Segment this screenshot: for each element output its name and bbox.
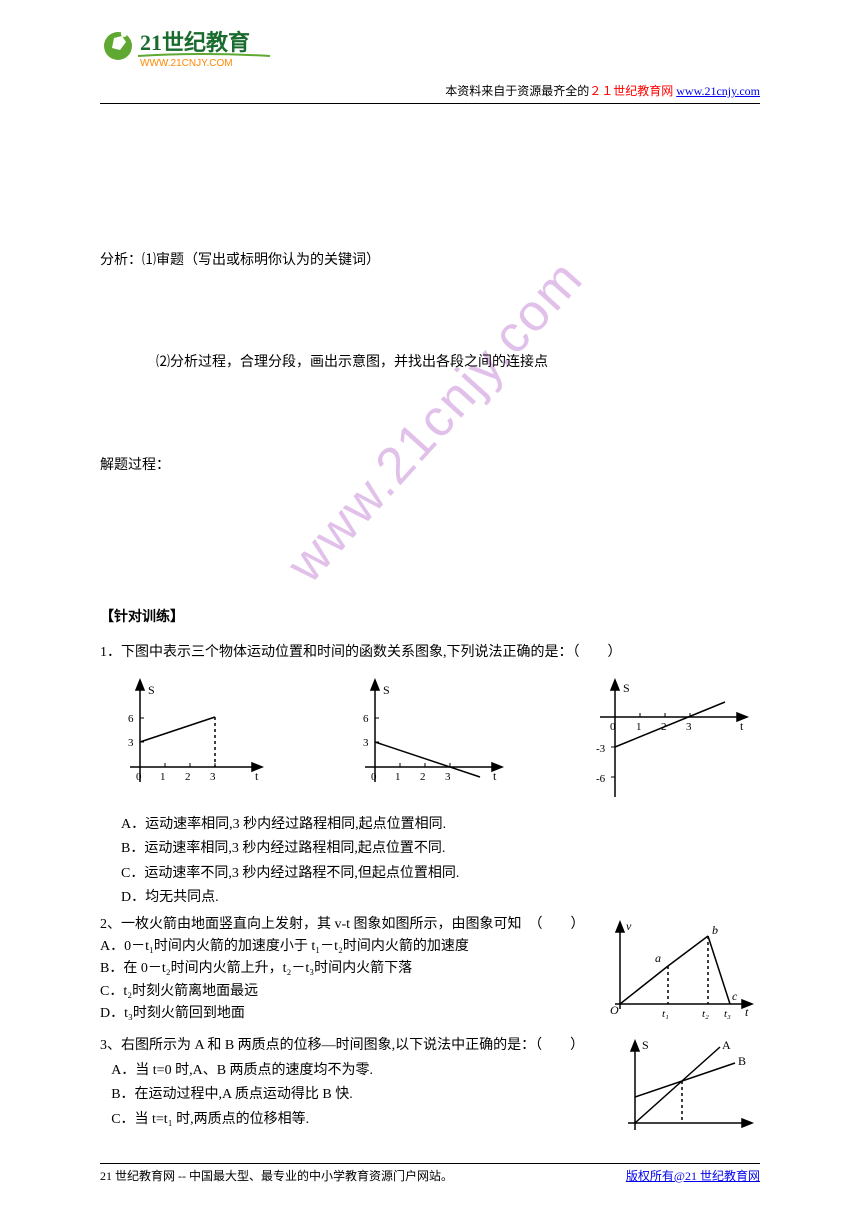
svg-text:t₁: t₁ (662, 1008, 669, 1020)
svg-text:6: 6 (128, 713, 134, 725)
svg-text:t: t (745, 1005, 749, 1019)
q2-option-d: D．t₃时刻火箭回到地面 (100, 1003, 600, 1025)
svg-text:S: S (383, 683, 390, 697)
q1-charts-row: S t 6 3 0 1 2 3 S t 6 3 (100, 672, 760, 812)
process-label: 解题过程： (100, 455, 760, 477)
q1-chart-2: S t 6 3 0 1 2 3 (335, 672, 515, 802)
svg-text:1: 1 (395, 771, 401, 783)
svg-text:c: c (732, 989, 738, 1003)
svg-text:t₂: t₂ (702, 1008, 709, 1020)
svg-text:O: O (610, 1003, 619, 1017)
svg-text:6: 6 (363, 713, 369, 725)
q3-option-b: B．在运动过程中,A 质点运动得比 B 快. (111, 1084, 610, 1106)
q1-option-b: B．运动速率相同,3 秒内经过路程相同,起点位置不同. (121, 838, 760, 860)
q1-chart-1: S t 6 3 0 1 2 3 (100, 672, 280, 802)
svg-text:0: 0 (136, 771, 142, 783)
svg-text:3: 3 (210, 771, 216, 783)
svg-text:S: S (623, 681, 630, 695)
svg-text:2: 2 (185, 771, 191, 783)
q3-option-c: C．当 t=t₁ 时,两质点的位移相等. (111, 1109, 610, 1131)
analysis-step2: ⑵分析过程，合理分段，画出示意图，并找出各段之间的连接点 (100, 352, 760, 374)
q3-stem: 3、右图所示为 A 和 B 两质点的位移—时间图象,以下说法中正确的是：（ ） (100, 1035, 610, 1057)
svg-text:3: 3 (363, 737, 369, 749)
q1-stem: 1．下图中表示三个物体运动位置和时间的函数关系图象,下列说法正确的是：（ ） (100, 642, 760, 664)
svg-text:a: a (655, 951, 661, 965)
q1-option-d: D．均无共同点. (121, 887, 760, 909)
footer-left: 21 世纪教育网 -- 中国最大型、最专业的中小学教育资源门户网站。 (100, 1167, 453, 1186)
q2-option-b: B．在 0－t₂时间内火箭上升，t₂－t₃时间内火箭下落 (100, 958, 600, 980)
svg-text:3: 3 (128, 737, 134, 749)
header-brand: ２１世纪教育网 (589, 84, 673, 98)
logo-sub-text: WWW.21CNJY.COM (140, 58, 233, 69)
q3-option-a: A．当 t=0 时,A、B 两质点的速度均不为零. (111, 1060, 610, 1082)
section-title: 【针对训练】 (100, 607, 760, 629)
svg-text:2: 2 (420, 771, 426, 783)
footer-copyright[interactable]: 版权所有@21 世纪教育网 (626, 1169, 760, 1183)
page-footer: 21 世纪教育网 -- 中国最大型、最专业的中小学教育资源门户网站。 版权所有@… (100, 1163, 760, 1186)
page-content: 分析：⑴审题（写出或标明你认为的关键词） ⑵分析过程，合理分段，画出示意图，并找… (100, 100, 760, 1135)
q2-option-a: A．0－t₁时间内火箭的加速度小于 t₁－t₂时间内火箭的加速度 (100, 936, 600, 958)
q2-chart: v t O a b c t₁ t₂ t₃ (600, 914, 760, 1024)
svg-text:S: S (642, 1038, 649, 1052)
svg-text:t: t (740, 719, 744, 733)
header-url[interactable]: www.21cnjy.com (676, 84, 760, 98)
q1-option-a: A．运动速率相同,3 秒内经过路程相同,起点位置相同. (121, 814, 760, 836)
q1-chart-3: S t 0 1 2 3 -3 -6 (570, 672, 760, 812)
svg-text:b: b (712, 923, 718, 937)
svg-text:t₃: t₃ (724, 1008, 731, 1020)
q2-stem: 2、一枚火箭由地面竖直向上发射，其 v-t 图象如图所示，由图象可知 （ ） (100, 914, 600, 936)
svg-text:3: 3 (445, 771, 451, 783)
q1-option-c: C．运动速率不同,3 秒内经过路程不同,但起点位置相同. (121, 863, 760, 885)
svg-text:1: 1 (636, 721, 642, 733)
svg-text:0: 0 (610, 721, 616, 733)
svg-text:3: 3 (686, 721, 692, 733)
logo-main-text: 21世纪教育 (140, 30, 250, 55)
analysis-step1: 分析：⑴审题（写出或标明你认为的关键词） (100, 250, 760, 272)
svg-text:-6: -6 (596, 773, 606, 785)
svg-text:0: 0 (371, 771, 377, 783)
site-logo: 21世纪教育 WWW.21CNJY.COM (100, 28, 280, 78)
svg-text:-3: -3 (596, 743, 606, 755)
svg-text:1: 1 (160, 771, 166, 783)
svg-text:B: B (738, 1054, 746, 1068)
q2-option-c: C．t₂时刻火箭离地面最远 (100, 981, 600, 1003)
svg-text:t: t (493, 769, 497, 783)
svg-text:v: v (626, 919, 632, 933)
svg-text:S: S (148, 683, 155, 697)
svg-text:A: A (722, 1038, 731, 1052)
footer-right: 版权所有@21 世纪教育网 (626, 1167, 760, 1186)
header-prefix: 本资料来自于资源最齐全的 (445, 84, 589, 98)
svg-text:2: 2 (661, 721, 667, 733)
q3-chart: S A B (610, 1035, 760, 1135)
svg-text:t: t (255, 769, 259, 783)
